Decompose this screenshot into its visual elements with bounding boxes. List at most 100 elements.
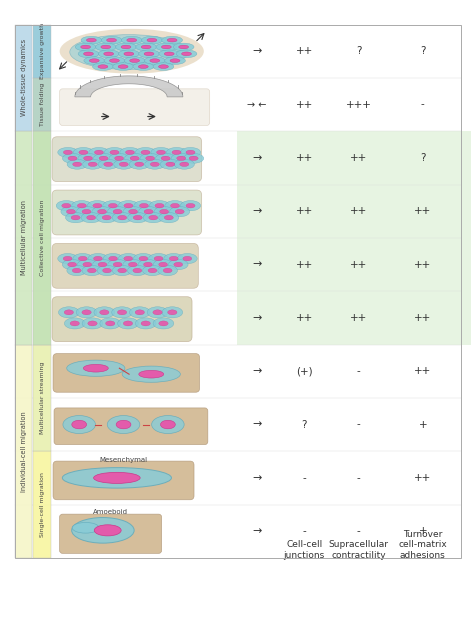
Ellipse shape: [58, 253, 77, 264]
Text: →: →: [252, 313, 262, 323]
Ellipse shape: [112, 265, 132, 276]
Ellipse shape: [73, 147, 93, 157]
Ellipse shape: [109, 257, 118, 261]
Text: +: +: [419, 420, 427, 430]
Ellipse shape: [129, 307, 150, 318]
Ellipse shape: [118, 50, 139, 58]
Ellipse shape: [63, 257, 72, 261]
Ellipse shape: [139, 370, 164, 378]
Ellipse shape: [77, 204, 86, 208]
Ellipse shape: [60, 29, 204, 74]
Text: ++: ++: [350, 260, 367, 270]
Ellipse shape: [99, 156, 108, 161]
Ellipse shape: [153, 310, 162, 315]
Ellipse shape: [94, 525, 121, 536]
Text: ++: ++: [414, 366, 431, 376]
Ellipse shape: [159, 321, 168, 326]
Ellipse shape: [140, 154, 160, 163]
Ellipse shape: [86, 39, 96, 42]
FancyBboxPatch shape: [60, 89, 210, 126]
Ellipse shape: [177, 253, 197, 264]
Ellipse shape: [147, 307, 168, 318]
Ellipse shape: [95, 43, 116, 51]
Ellipse shape: [79, 150, 88, 155]
Ellipse shape: [88, 253, 108, 264]
Text: →: →: [252, 206, 262, 216]
Ellipse shape: [97, 212, 117, 222]
Ellipse shape: [167, 39, 177, 42]
Ellipse shape: [115, 156, 124, 161]
Ellipse shape: [88, 162, 97, 166]
FancyBboxPatch shape: [60, 514, 162, 554]
Ellipse shape: [94, 150, 103, 155]
Text: Expansive growth: Expansive growth: [40, 23, 45, 79]
Ellipse shape: [109, 59, 119, 63]
Ellipse shape: [183, 154, 204, 163]
Ellipse shape: [124, 204, 133, 208]
FancyBboxPatch shape: [15, 131, 32, 344]
Ellipse shape: [92, 207, 112, 217]
Ellipse shape: [112, 212, 132, 222]
Ellipse shape: [124, 57, 145, 64]
Ellipse shape: [67, 360, 125, 376]
Ellipse shape: [68, 262, 77, 267]
FancyBboxPatch shape: [53, 461, 194, 500]
Ellipse shape: [67, 159, 87, 169]
Ellipse shape: [153, 63, 174, 70]
Text: Collective cell migration: Collective cell migration: [40, 200, 45, 276]
Text: -: -: [302, 526, 306, 536]
Ellipse shape: [169, 257, 178, 261]
Ellipse shape: [165, 200, 185, 211]
Ellipse shape: [109, 204, 118, 208]
Ellipse shape: [182, 52, 191, 56]
Text: ++: ++: [296, 206, 313, 216]
Text: Cell-cell
junctions: Cell-cell junctions: [283, 540, 325, 560]
Ellipse shape: [118, 253, 138, 264]
Ellipse shape: [89, 147, 109, 157]
Ellipse shape: [162, 45, 171, 49]
Ellipse shape: [156, 150, 165, 155]
Ellipse shape: [98, 159, 118, 169]
Ellipse shape: [113, 63, 134, 70]
Ellipse shape: [133, 216, 142, 220]
FancyBboxPatch shape: [15, 25, 32, 131]
Ellipse shape: [106, 321, 115, 326]
Ellipse shape: [82, 318, 103, 329]
Ellipse shape: [89, 59, 99, 63]
Text: Mesenchymal: Mesenchymal: [100, 456, 147, 463]
Ellipse shape: [143, 212, 164, 222]
Ellipse shape: [73, 253, 92, 264]
Ellipse shape: [75, 43, 96, 51]
Ellipse shape: [181, 147, 201, 157]
Ellipse shape: [118, 65, 128, 68]
Ellipse shape: [126, 150, 135, 155]
Text: ++: ++: [414, 260, 431, 270]
Ellipse shape: [102, 268, 111, 273]
Ellipse shape: [116, 420, 131, 428]
Ellipse shape: [102, 216, 111, 220]
Text: ?: ?: [420, 153, 426, 163]
Ellipse shape: [94, 307, 115, 318]
Ellipse shape: [93, 204, 102, 208]
Ellipse shape: [112, 307, 132, 318]
Ellipse shape: [162, 36, 182, 44]
Ellipse shape: [83, 156, 92, 161]
Ellipse shape: [144, 52, 154, 56]
Ellipse shape: [174, 159, 194, 169]
Text: ?: ?: [356, 46, 361, 56]
Ellipse shape: [145, 57, 165, 64]
Ellipse shape: [164, 52, 174, 56]
Ellipse shape: [147, 39, 157, 42]
Ellipse shape: [88, 321, 97, 326]
Ellipse shape: [104, 52, 114, 56]
Ellipse shape: [130, 59, 139, 63]
Ellipse shape: [93, 154, 114, 163]
Text: ++: ++: [296, 260, 313, 270]
Ellipse shape: [134, 253, 153, 264]
Text: Tissue folding: Tissue folding: [40, 83, 45, 126]
Ellipse shape: [93, 472, 140, 483]
Ellipse shape: [58, 147, 78, 157]
Ellipse shape: [171, 204, 180, 208]
Ellipse shape: [152, 416, 184, 434]
Ellipse shape: [108, 260, 128, 270]
